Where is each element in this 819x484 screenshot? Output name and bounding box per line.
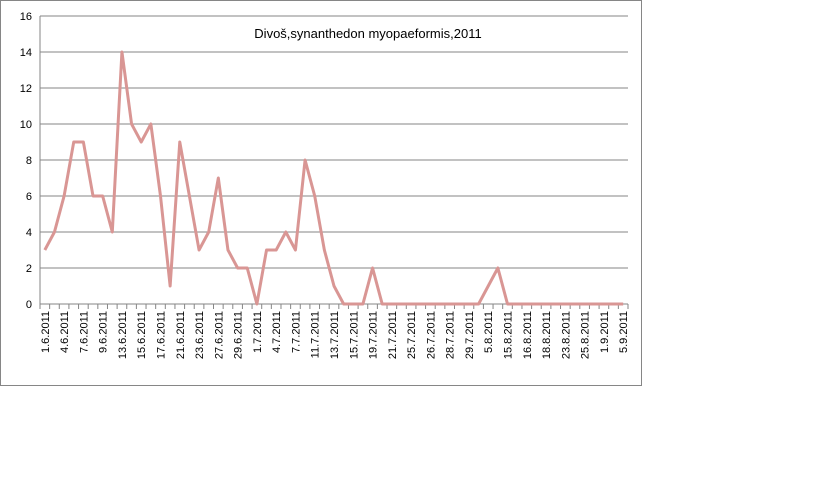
x-tick-label: 1.7.2011 [252, 311, 264, 353]
x-tick-label: 1.9.2011 [599, 311, 611, 353]
y-tick-label: 12 [20, 83, 32, 95]
chart-border [0, 0, 642, 386]
y-tick-label: 10 [20, 119, 32, 131]
x-tick-label: 5.9.2011 [618, 311, 630, 353]
x-tick-label: 23.6.2011 [194, 311, 206, 359]
x-tick-label: 11.7.2011 [310, 311, 322, 358]
y-tick-label: 16 [20, 11, 32, 23]
x-tick-label: 16.8.2011 [522, 311, 534, 359]
x-tick-label: 19.7.2011 [368, 311, 380, 359]
x-tick-label: 29.6.2011 [233, 311, 245, 359]
chart-title: Divoš,synanthedon myopaeformis,2011 [254, 26, 481, 41]
x-tick-label: 29.7.2011 [464, 311, 476, 359]
x-tick-label: 21.7.2011 [387, 311, 399, 359]
y-tick-label: 2 [26, 263, 32, 275]
x-tick-label: 27.6.2011 [213, 311, 225, 359]
y-tick-label: 4 [26, 227, 32, 239]
x-tick-label: 5.8.2011 [483, 311, 495, 353]
y-tick-label: 14 [20, 47, 32, 59]
data-line [43, 50, 624, 306]
x-tick-label: 28.7.2011 [445, 311, 457, 359]
x-tick-label: 15.6.2011 [136, 311, 148, 359]
x-tick-label: 25.7.2011 [406, 311, 418, 359]
x-tick-label: 13.7.2011 [329, 311, 341, 359]
x-tick-label: 23.8.2011 [560, 311, 572, 359]
x-tick-label: 21.6.2011 [175, 311, 187, 359]
y-tick-label: 6 [26, 191, 32, 203]
x-tick-label: 4.7.2011 [271, 311, 283, 353]
x-tick-label: 25.8.2011 [580, 311, 592, 359]
x-tick-label: 4.6.2011 [59, 311, 71, 353]
x-tick-label: 26.7.2011 [425, 311, 437, 359]
x-tick-label: 1.6.2011 [40, 311, 52, 353]
y-tick-label: 8 [26, 155, 32, 167]
x-tick-label: 13.6.2011 [117, 311, 129, 359]
x-tick-label: 9.6.2011 [98, 311, 110, 353]
x-tick-label: 7.6.2011 [78, 311, 90, 353]
x-tick-label: 18.8.2011 [541, 311, 553, 359]
y-tick-label: 0 [26, 299, 32, 311]
x-tick-label: 15.8.2011 [503, 311, 515, 359]
x-tick-label: 15.7.2011 [348, 311, 360, 359]
x-tick-label: 17.6.2011 [155, 311, 167, 359]
x-tick-label: 7.7.2011 [290, 311, 302, 353]
